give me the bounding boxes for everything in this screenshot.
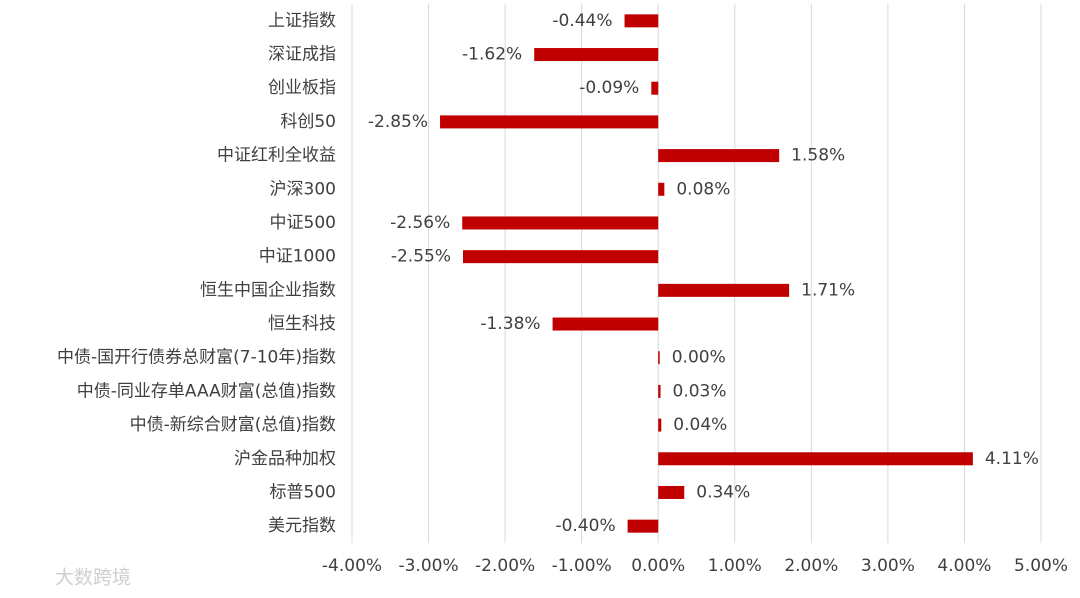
data-label: -0.44% — [552, 11, 612, 31]
y-tick-label: 深证成指 — [268, 45, 336, 65]
x-tick-label: -4.00% — [322, 556, 382, 576]
data-label: -1.62% — [462, 45, 522, 65]
data-label: 1.58% — [791, 146, 845, 166]
x-tick-label: 5.00% — [1014, 556, 1068, 576]
bar — [627, 519, 659, 533]
x-tick-label: 4.00% — [937, 556, 991, 576]
data-label: 0.00% — [672, 348, 726, 368]
bar — [658, 384, 661, 398]
x-tick-label: 0.00% — [631, 556, 685, 576]
bar — [440, 115, 659, 129]
data-label: -0.09% — [579, 78, 639, 98]
data-label: 0.34% — [696, 482, 750, 502]
bar — [552, 317, 659, 331]
bar — [658, 283, 790, 297]
bar — [658, 149, 780, 163]
bar — [658, 182, 665, 196]
x-tick-label: 1.00% — [708, 556, 762, 576]
data-label: -2.55% — [391, 247, 451, 267]
y-tick-label: 恒生科技 — [268, 314, 336, 334]
y-tick-label: 中债-国开行债券总财富(7-10年)指数 — [57, 348, 336, 368]
bar — [534, 48, 659, 62]
data-label: 0.04% — [673, 415, 727, 435]
bar — [462, 216, 659, 230]
data-label: 0.08% — [676, 179, 730, 199]
watermark: 大数跨境 — [55, 567, 131, 589]
y-tick-label: 沪金品种加权 — [234, 449, 336, 469]
x-tick-label: 3.00% — [861, 556, 915, 576]
bar — [658, 485, 685, 499]
y-tick-label: 恒生中国企业指数 — [200, 280, 336, 300]
x-tick-label: -1.00% — [552, 556, 612, 576]
y-tick-label: 中证500 — [270, 213, 336, 233]
y-tick-label: 中债-同业存单AAA财富(总值)指数 — [77, 381, 336, 401]
y-tick-label: 沪深300 — [270, 179, 336, 199]
y-tick-label: 科创50 — [280, 112, 336, 132]
x-tick-label: 2.00% — [784, 556, 838, 576]
data-label: -2.56% — [390, 213, 450, 233]
bar — [658, 418, 662, 432]
data-label: 1.71% — [801, 280, 855, 300]
data-label: 0.03% — [673, 381, 727, 401]
bar — [651, 81, 659, 95]
data-label: -1.38% — [480, 314, 540, 334]
data-label: 4.11% — [985, 449, 1039, 469]
bar — [658, 351, 660, 365]
bar — [658, 452, 973, 466]
y-tick-label: 中证1000 — [259, 247, 336, 267]
y-tick-label: 标普500 — [270, 482, 336, 502]
bar — [624, 14, 659, 28]
bar — [463, 250, 659, 264]
y-tick-label: 中债-新综合财富(总值)指数 — [130, 415, 336, 435]
y-tick-label: 创业板指 — [268, 78, 336, 98]
x-tick-label: -3.00% — [398, 556, 458, 576]
data-label: -0.40% — [555, 516, 615, 536]
x-tick-label: -2.00% — [475, 556, 535, 576]
y-tick-label: 上证指数 — [268, 11, 336, 31]
y-tick-label: 中证红利全收益 — [217, 146, 336, 166]
y-tick-label: 美元指数 — [268, 516, 336, 536]
data-label: -2.85% — [368, 112, 428, 132]
